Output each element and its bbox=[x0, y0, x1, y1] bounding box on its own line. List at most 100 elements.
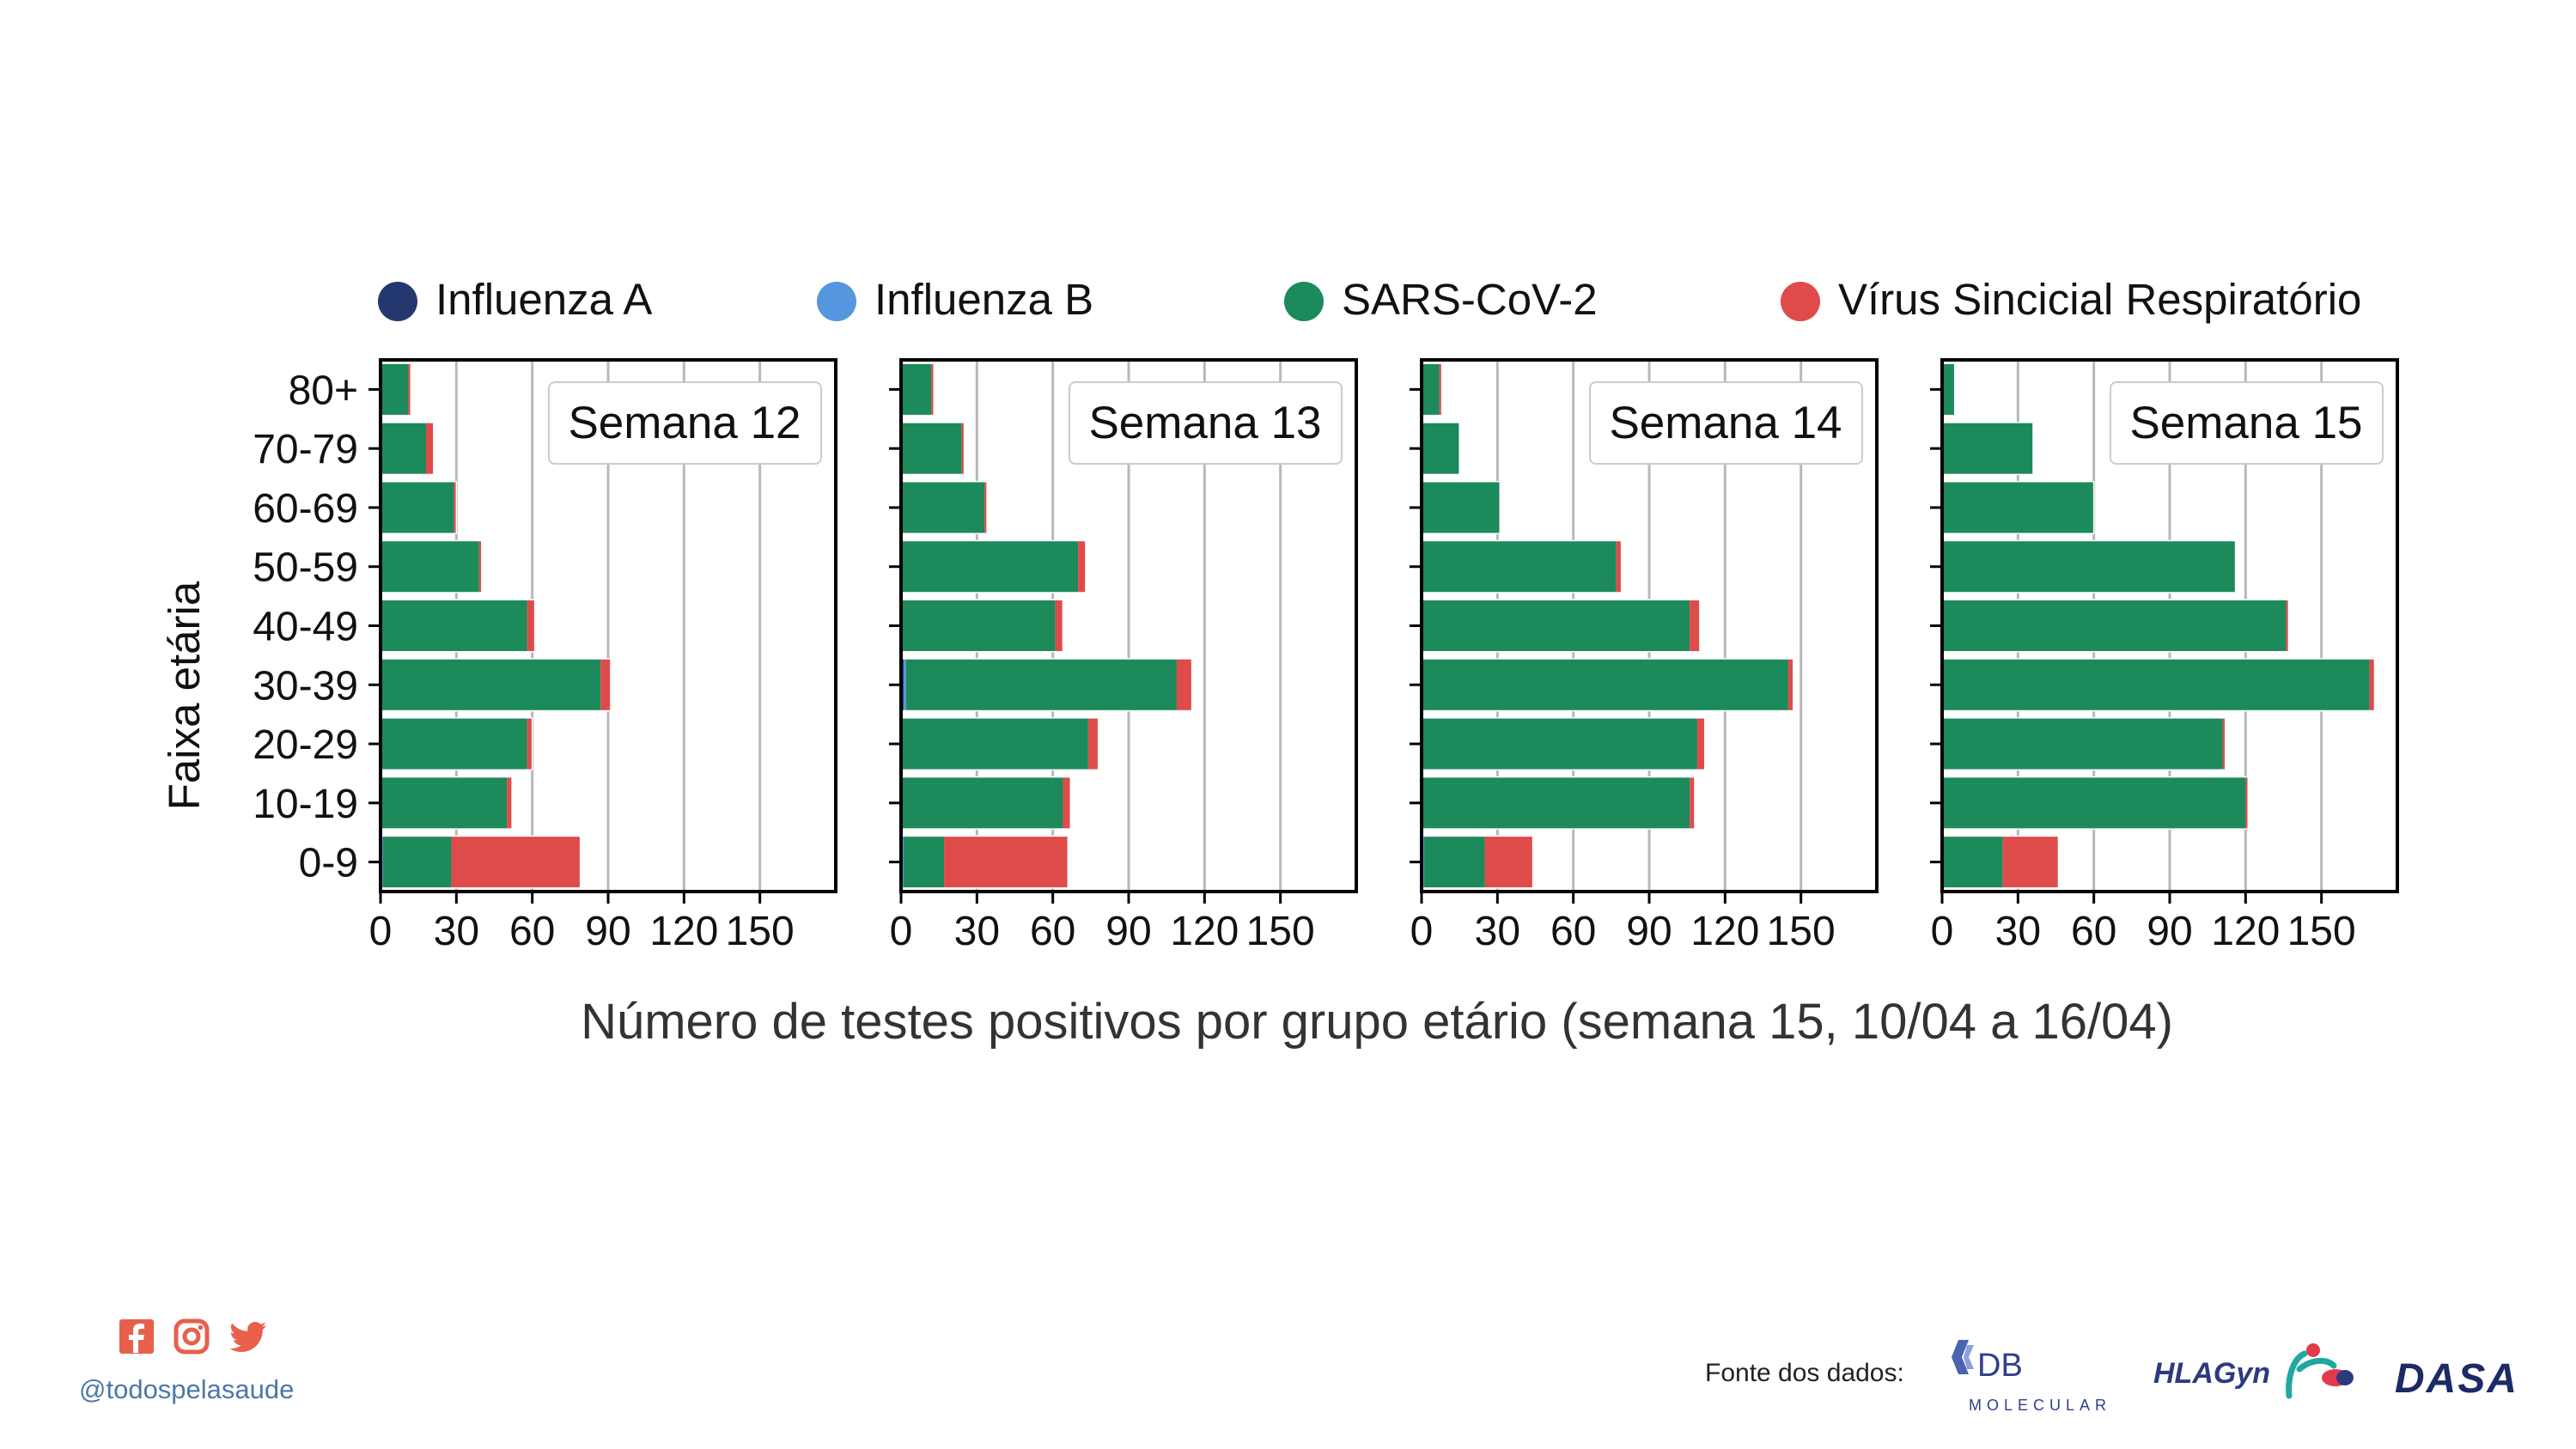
x-tick-label: 90 bbox=[585, 909, 630, 954]
bar-segment bbox=[454, 481, 457, 534]
twitter-icon[interactable] bbox=[228, 1318, 268, 1355]
bar-segment bbox=[451, 836, 581, 888]
y-tick-label: 80+ bbox=[289, 368, 358, 413]
bar-segment bbox=[1942, 481, 2094, 534]
y-tick-label: 0-9 bbox=[299, 841, 358, 886]
bar-segment bbox=[1063, 776, 1071, 830]
bar-segment bbox=[1423, 836, 1485, 888]
social-handle[interactable]: @todospelasaude bbox=[79, 1374, 295, 1404]
hlagyn-logo-text: HLAGyn bbox=[2153, 1357, 2270, 1390]
legend-marker bbox=[1284, 282, 1324, 321]
legend-marker bbox=[817, 282, 856, 321]
bar-segment bbox=[527, 717, 533, 770]
bar-segment bbox=[1942, 540, 2236, 593]
db-molecular-logo: DB MOLECULAR bbox=[1943, 1333, 2132, 1419]
x-tick-label: 120 bbox=[1690, 909, 1759, 954]
x-tick-label: 120 bbox=[1170, 909, 1239, 954]
bar-segment bbox=[381, 600, 527, 652]
bar-segment bbox=[527, 600, 535, 652]
panel-title-box bbox=[1589, 381, 1863, 465]
y-tick-label: 60-69 bbox=[253, 486, 358, 532]
x-tick-label: 60 bbox=[509, 909, 555, 954]
bar-segment bbox=[905, 659, 1177, 711]
x-tick-label: 150 bbox=[1767, 909, 1836, 954]
x-tick-label: 120 bbox=[2211, 909, 2280, 954]
x-tick-label: 0 bbox=[1931, 909, 1954, 954]
instagram-icon[interactable] bbox=[174, 1318, 210, 1355]
x-tick-label: 90 bbox=[1105, 909, 1151, 954]
bar-segment bbox=[931, 363, 935, 416]
bar-segment bbox=[1176, 659, 1192, 711]
bar-segment bbox=[961, 422, 965, 475]
social-icons bbox=[119, 1318, 268, 1355]
bar-segment bbox=[944, 836, 1069, 888]
bar-segment bbox=[903, 659, 906, 711]
panel-title: Semana 13 bbox=[1088, 398, 1321, 448]
x-tick-label: 150 bbox=[1246, 909, 1315, 954]
bar-segment bbox=[600, 659, 611, 711]
bar-segment bbox=[1616, 540, 1622, 593]
bar-segment bbox=[2286, 600, 2289, 652]
bar-segment bbox=[1422, 422, 1460, 475]
panel-title: Semana 15 bbox=[2129, 398, 2362, 448]
legend-label: Influenza B bbox=[874, 275, 1093, 324]
panel-title: Semana 12 bbox=[568, 398, 801, 448]
db-logo-subtext: MOLECULAR bbox=[1969, 1397, 2111, 1414]
x-tick-label: 0 bbox=[890, 909, 913, 954]
bar-segment bbox=[382, 836, 452, 888]
x-axis-label: Número de testes positivos por grupo etá… bbox=[581, 994, 2173, 1050]
bar-segment bbox=[1422, 659, 1788, 711]
panel-title: Semana 14 bbox=[1609, 398, 1842, 448]
y-tick-label: 50-59 bbox=[253, 545, 358, 591]
x-tick-label: 30 bbox=[954, 909, 1000, 954]
x-tick-label: 120 bbox=[649, 909, 718, 954]
source-label: Fonte dos dados: bbox=[1705, 1359, 1904, 1387]
bar-segment bbox=[1055, 600, 1063, 652]
panel-title-box bbox=[2110, 381, 2384, 465]
x-tick-label: 60 bbox=[2071, 909, 2116, 954]
bar-segment bbox=[901, 481, 985, 534]
bar-segment bbox=[1787, 659, 1793, 711]
x-tick-label: 90 bbox=[2147, 909, 2192, 954]
bar-segment bbox=[903, 836, 945, 888]
bar-segment bbox=[901, 540, 1079, 593]
bar-segment bbox=[2245, 776, 2249, 830]
x-tick-label: 150 bbox=[726, 909, 795, 954]
bar-segment bbox=[381, 659, 601, 711]
hlagyn-logo: HLAGyn bbox=[2152, 1340, 2366, 1409]
x-tick-label: 30 bbox=[1475, 909, 1520, 954]
bar-segment bbox=[2222, 717, 2226, 770]
bar-segment bbox=[381, 717, 527, 770]
bar-segment bbox=[1942, 659, 2370, 711]
x-tick-label: 90 bbox=[1626, 909, 1672, 954]
bar-segment bbox=[478, 540, 482, 593]
bar-segment bbox=[1942, 422, 2033, 475]
bar-segment bbox=[901, 600, 1056, 652]
bar-segment bbox=[381, 540, 479, 593]
bar-segment bbox=[507, 776, 513, 830]
bar-segment bbox=[901, 422, 962, 475]
dasa-logo-text: DASA bbox=[2395, 1356, 2518, 1402]
panel-title-box bbox=[1069, 381, 1343, 465]
x-tick-label: 30 bbox=[434, 909, 479, 954]
bar-segment bbox=[1942, 363, 1955, 416]
bar-segment bbox=[1422, 363, 1440, 416]
y-tick-label: 70-79 bbox=[253, 427, 358, 472]
bar-segment bbox=[426, 422, 434, 475]
bar-segment bbox=[381, 481, 454, 534]
bar-segment bbox=[1422, 776, 1690, 830]
y-tick-label: 20-29 bbox=[253, 722, 358, 768]
y-tick-label: 40-49 bbox=[253, 605, 358, 650]
facebook-icon[interactable] bbox=[119, 1318, 155, 1355]
bar-segment bbox=[381, 776, 508, 830]
panel-title-box bbox=[548, 381, 822, 465]
legend-label: SARS-CoV-2 bbox=[1342, 275, 1598, 324]
bar-segment bbox=[901, 717, 1088, 770]
bar-segment bbox=[1690, 776, 1695, 830]
x-tick-label: 0 bbox=[369, 909, 393, 954]
legend-marker bbox=[378, 282, 417, 321]
bar-segment bbox=[381, 422, 426, 475]
bar-segment bbox=[901, 363, 932, 416]
bar-segment bbox=[381, 363, 409, 416]
